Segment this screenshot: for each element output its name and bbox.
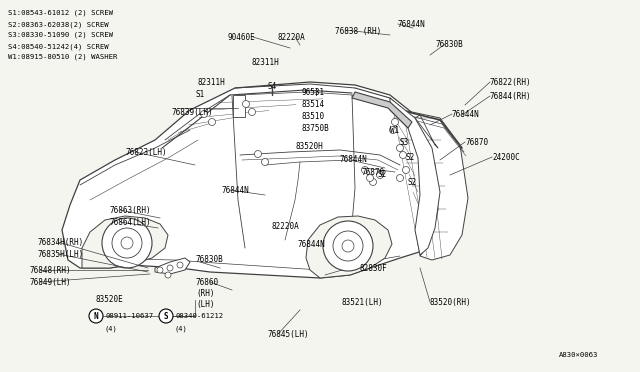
- Circle shape: [177, 262, 183, 268]
- Text: 08911-10637: 08911-10637: [105, 313, 153, 319]
- Text: 83520(RH): 83520(RH): [430, 298, 472, 307]
- Text: S2: S2: [408, 178, 417, 187]
- Text: 24200C: 24200C: [492, 153, 520, 162]
- Text: 83520H: 83520H: [295, 142, 323, 151]
- Circle shape: [390, 126, 397, 134]
- Text: 08340-61212: 08340-61212: [175, 313, 223, 319]
- Polygon shape: [393, 108, 468, 260]
- Text: S1:08543-61012 (2) SCREW: S1:08543-61012 (2) SCREW: [8, 10, 113, 16]
- Text: S4:08540-51242(4) SCREW: S4:08540-51242(4) SCREW: [8, 43, 109, 49]
- Bar: [233, 95, 245, 117]
- Polygon shape: [352, 92, 412, 128]
- Text: 76838 (RH): 76838 (RH): [335, 27, 381, 36]
- Text: S2:08363-62038(2) SCREW: S2:08363-62038(2) SCREW: [8, 21, 109, 28]
- Polygon shape: [390, 98, 440, 255]
- Text: (4): (4): [105, 325, 118, 331]
- Circle shape: [403, 167, 410, 173]
- Circle shape: [367, 174, 374, 182]
- Text: 82311H: 82311H: [198, 78, 226, 87]
- Text: S: S: [164, 312, 168, 321]
- Circle shape: [262, 158, 269, 166]
- Text: 82220A: 82220A: [278, 33, 306, 42]
- Text: 82311H: 82311H: [252, 58, 280, 67]
- Circle shape: [369, 179, 376, 186]
- Text: 76860: 76860: [196, 278, 219, 287]
- Circle shape: [243, 100, 250, 108]
- Circle shape: [157, 267, 163, 273]
- Text: 83514: 83514: [302, 100, 325, 109]
- Circle shape: [362, 167, 369, 173]
- Circle shape: [209, 119, 216, 125]
- Text: 76845(LH): 76845(LH): [268, 330, 310, 339]
- Circle shape: [159, 309, 173, 323]
- Text: 76822(RH): 76822(RH): [490, 78, 532, 87]
- Polygon shape: [306, 216, 392, 278]
- Text: 76863(RH): 76863(RH): [110, 206, 152, 215]
- Circle shape: [121, 237, 133, 249]
- Circle shape: [112, 228, 142, 258]
- Text: A830×0063: A830×0063: [559, 352, 598, 358]
- Text: 76870: 76870: [465, 138, 488, 147]
- Circle shape: [392, 119, 399, 125]
- Circle shape: [89, 309, 103, 323]
- Text: 76844N: 76844N: [298, 240, 326, 249]
- Text: (RH): (RH): [196, 289, 214, 298]
- Text: 76844(RH): 76844(RH): [490, 92, 532, 101]
- Text: 76830B: 76830B: [196, 255, 224, 264]
- Text: S3: S3: [400, 138, 409, 147]
- Text: 82830F: 82830F: [360, 264, 388, 273]
- Text: 76823(LH): 76823(LH): [125, 148, 166, 157]
- Text: 76844N: 76844N: [222, 186, 250, 195]
- Circle shape: [200, 110, 207, 118]
- Polygon shape: [62, 82, 440, 278]
- Text: 76839(LH): 76839(LH): [172, 108, 214, 117]
- Text: 76835H(LH): 76835H(LH): [38, 250, 84, 259]
- Text: N: N: [93, 312, 99, 321]
- Text: 83750B: 83750B: [302, 124, 330, 133]
- Text: S4: S4: [268, 82, 277, 91]
- Circle shape: [255, 151, 262, 157]
- Circle shape: [333, 231, 363, 261]
- Circle shape: [165, 272, 171, 278]
- Circle shape: [167, 265, 173, 271]
- Circle shape: [399, 151, 406, 158]
- Text: (LH): (LH): [196, 300, 214, 309]
- Text: S2: S2: [406, 153, 415, 162]
- Text: (4): (4): [175, 325, 188, 331]
- Text: S1: S1: [195, 90, 204, 99]
- Text: 83521(LH): 83521(LH): [342, 298, 383, 307]
- Text: S3:08330-51090 (2) SCREW: S3:08330-51090 (2) SCREW: [8, 32, 113, 38]
- Text: 76848(RH): 76848(RH): [30, 266, 72, 275]
- Text: 90460E: 90460E: [228, 33, 256, 42]
- Text: 76864(LH): 76864(LH): [110, 218, 152, 227]
- Text: 76834H(RH): 76834H(RH): [38, 238, 84, 247]
- Text: 76849(LH): 76849(LH): [30, 278, 72, 287]
- Circle shape: [397, 144, 403, 151]
- Text: 83510: 83510: [302, 112, 325, 121]
- Polygon shape: [155, 258, 190, 274]
- Text: 76844N: 76844N: [340, 155, 368, 164]
- Circle shape: [376, 171, 383, 179]
- Text: 76830B: 76830B: [435, 40, 463, 49]
- Text: 76870: 76870: [362, 168, 385, 177]
- Circle shape: [342, 240, 354, 252]
- Text: 83520E: 83520E: [96, 295, 124, 304]
- Text: 76844N: 76844N: [452, 110, 480, 119]
- Text: 96531: 96531: [302, 88, 325, 97]
- Circle shape: [102, 218, 152, 268]
- Text: 82220A: 82220A: [272, 222, 300, 231]
- Circle shape: [397, 174, 403, 182]
- Text: W1:08915-80510 (2) WASHER: W1:08915-80510 (2) WASHER: [8, 54, 117, 61]
- Circle shape: [248, 109, 255, 115]
- Circle shape: [323, 221, 373, 271]
- Polygon shape: [82, 216, 168, 268]
- Text: W1: W1: [390, 126, 399, 135]
- Text: 76844N: 76844N: [398, 20, 426, 29]
- Text: S2: S2: [378, 170, 387, 179]
